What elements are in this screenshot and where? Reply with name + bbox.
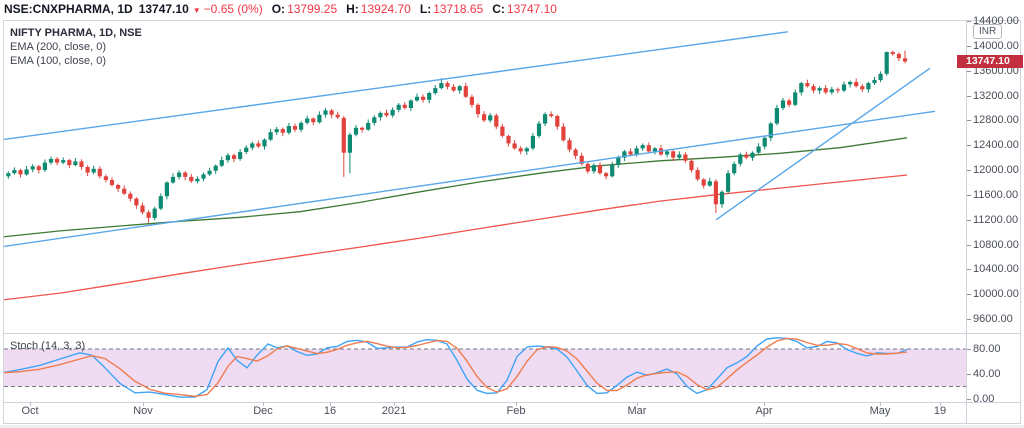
low-label: L: xyxy=(419,2,432,16)
price-axis-tick xyxy=(967,96,971,97)
high-value: 13924.70 xyxy=(360,2,411,16)
time-axis-label: Feb xyxy=(506,405,526,417)
price-axis-tick xyxy=(967,71,971,72)
candlestick-series[interactable] xyxy=(6,50,908,223)
price-axis-tick xyxy=(967,220,971,221)
stoch-axis-tick xyxy=(967,349,971,350)
stoch-d-line[interactable] xyxy=(2,337,908,397)
trendline-rising-support[interactable] xyxy=(715,67,931,221)
trendline-channel-upper[interactable] xyxy=(0,31,789,141)
price-axis-tick xyxy=(967,245,971,246)
stoch-axis-tick xyxy=(967,374,971,375)
ema-200-line[interactable] xyxy=(0,174,908,301)
time-axis-tick xyxy=(516,402,517,406)
price-axis-tick xyxy=(967,120,971,121)
legend-ema200[interactable]: EMA (200, close, 0) xyxy=(10,41,106,53)
price-axis-label: 13600.00 xyxy=(973,65,1019,77)
high-label: H: xyxy=(346,2,359,16)
down-arrow-icon: ▼ xyxy=(192,6,201,15)
time-axis-tick xyxy=(394,402,395,406)
time-axis-label: May xyxy=(869,405,891,417)
price-axis-label: 11200.00 xyxy=(973,214,1019,226)
price-change: −0.65 (0%) xyxy=(203,2,263,16)
price-axis-label: 11600.00 xyxy=(973,189,1019,201)
time-axis-tick xyxy=(263,402,264,406)
price-axis-label: 9600.00 xyxy=(973,313,1013,325)
chart-widget-border xyxy=(3,20,1021,424)
symbol-info-bar: NSE:CNXPHARMA, 1D 13747.10 ▼ −0.65 (0%) O: 13… xyxy=(4,1,557,18)
main-price-pane[interactable] xyxy=(0,31,936,301)
price-axis-tick xyxy=(967,294,971,295)
stochastic-pane[interactable] xyxy=(2,337,966,398)
pane-separator[interactable] xyxy=(3,333,1021,334)
price-axis-label: 13200.00 xyxy=(973,90,1019,102)
price-axis-tick xyxy=(967,195,971,196)
time-axis-tick xyxy=(880,402,881,406)
price-axis-tick xyxy=(967,170,971,171)
price-axis-tick xyxy=(967,269,971,270)
time-axis-tick xyxy=(764,402,765,406)
time-axis-label: Dec xyxy=(253,405,273,417)
time-axis-label: 2021 xyxy=(381,405,407,417)
stoch-k-line[interactable] xyxy=(2,337,908,398)
price-axis-label: 12000.00 xyxy=(973,164,1019,176)
stoch-axis-label: 80.00 xyxy=(973,343,1001,355)
price-axis-label: 10000.00 xyxy=(973,288,1019,300)
currency-badge[interactable]: INR xyxy=(973,24,1003,39)
price-axis-label: 10800.00 xyxy=(973,239,1019,251)
time-axis-label: Apr xyxy=(755,405,773,417)
price-axis-label: 14000.00 xyxy=(973,40,1019,52)
time-axis-tick xyxy=(330,402,331,406)
time-axis-tick xyxy=(940,402,941,406)
time-axis-separator xyxy=(3,402,1021,403)
stoch-axis-label: 0.00 xyxy=(973,393,995,405)
time-axis-label: 19 xyxy=(933,405,947,417)
legend-ema100[interactable]: EMA (100, close, 0) xyxy=(10,55,106,67)
price-axis-tick xyxy=(967,319,971,320)
bottom-edge xyxy=(0,425,1024,428)
legend-series-title[interactable]: NIFTY PHARMA, 1D, NSE xyxy=(10,27,142,39)
price-axis-tick xyxy=(967,145,971,146)
open-label: O: xyxy=(271,2,286,16)
stoch-axis-tick xyxy=(967,399,971,400)
price-axis-tick xyxy=(967,46,971,47)
price-axis-tick xyxy=(967,21,971,22)
price-axis-label: 12400.00 xyxy=(973,139,1019,151)
price-axis-separator xyxy=(966,20,967,424)
close-label: C: xyxy=(492,2,505,16)
time-axis-tick xyxy=(30,402,31,406)
stoch-band xyxy=(4,349,966,387)
trendline-channel-lower[interactable] xyxy=(0,110,936,248)
last-price-badge: 13747.10 xyxy=(957,55,1023,68)
time-axis-label: Mar xyxy=(627,405,647,417)
low-value: 13718.65 xyxy=(433,2,484,16)
last-price: 13747.10 xyxy=(138,2,189,16)
time-axis-label: Oct xyxy=(21,405,39,417)
time-axis-tick xyxy=(637,402,638,406)
time-axis-label: 16 xyxy=(323,405,337,417)
symbol-name[interactable]: NSE:CNXPHARMA, 1D xyxy=(4,2,133,16)
price-axis-label: 12800.00 xyxy=(973,114,1019,126)
open-value: 13799.25 xyxy=(287,2,338,16)
close-value: 13747.10 xyxy=(506,2,557,16)
time-axis-tick xyxy=(143,402,144,406)
chart-legend: NIFTY PHARMA, 1D, NSE EMA (200, close, 0… xyxy=(10,26,142,68)
stoch-axis-label: 40.00 xyxy=(973,368,1001,380)
price-axis-label: 10400.00 xyxy=(973,263,1019,275)
ema-100-line[interactable] xyxy=(0,137,908,238)
time-axis-label: Nov xyxy=(133,405,153,417)
stoch-indicator-label[interactable]: Stoch (14, 3, 3) xyxy=(10,340,86,352)
